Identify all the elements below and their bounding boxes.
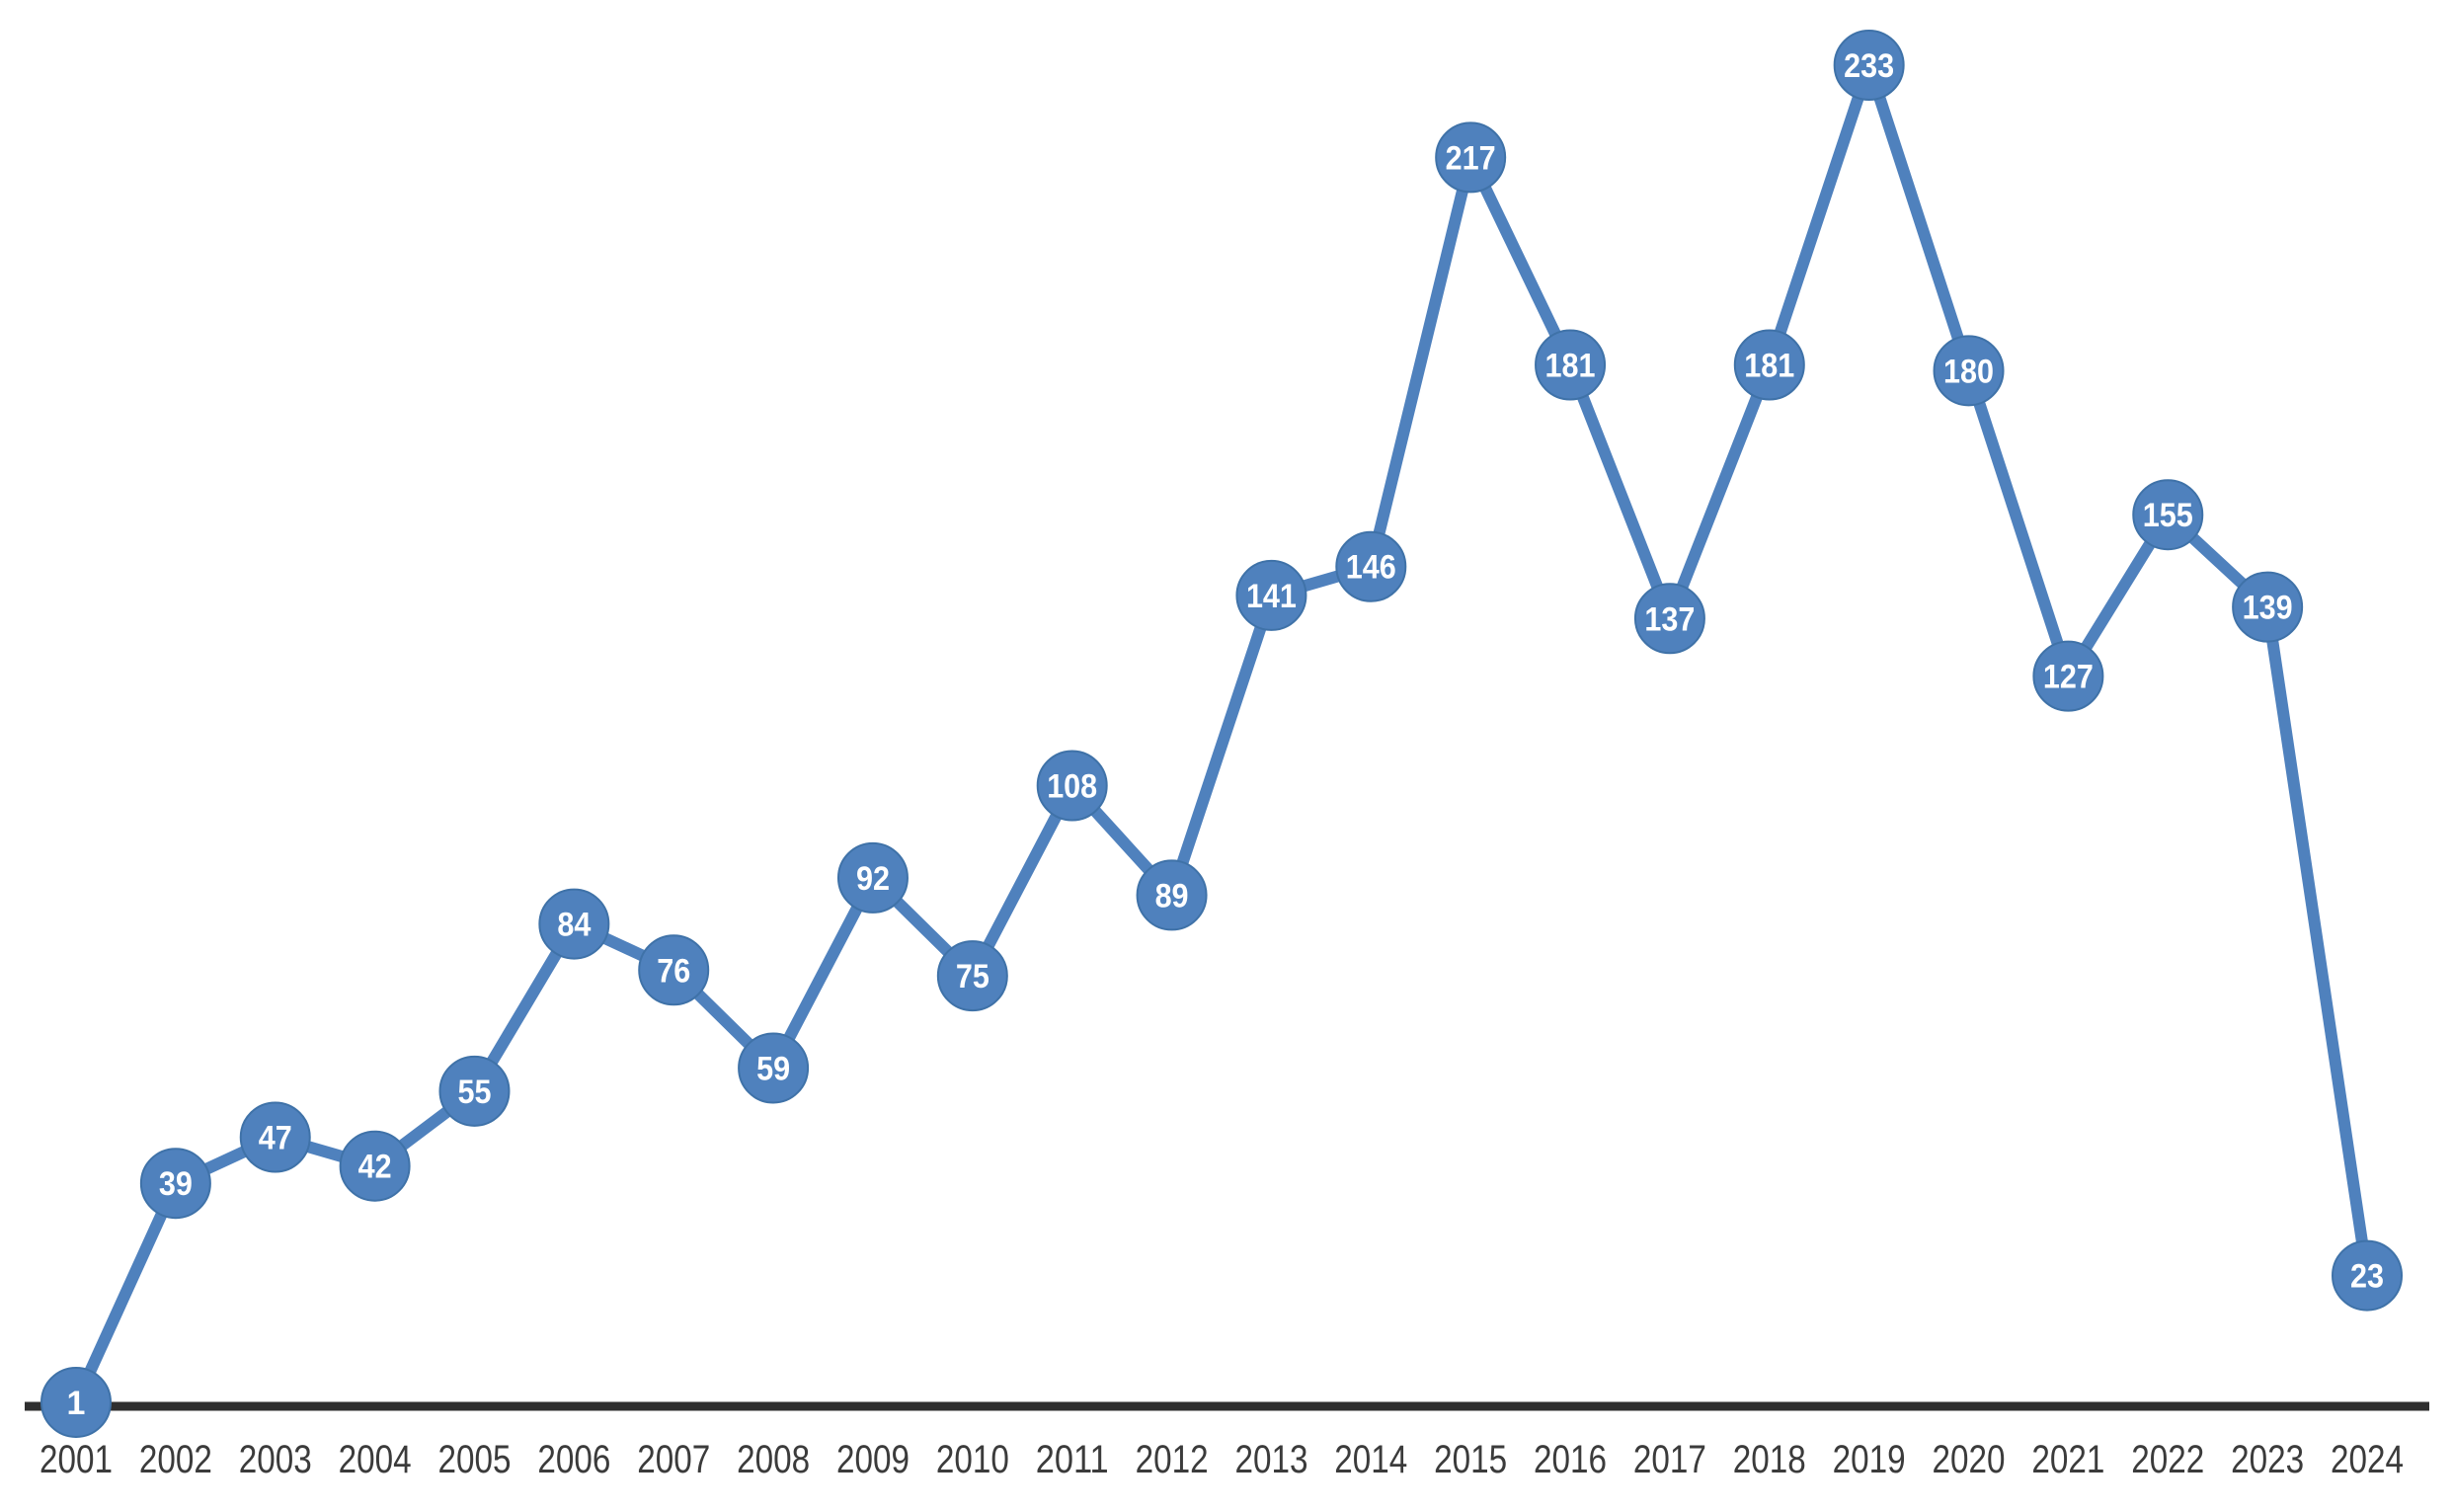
data-point-label: 139: [2243, 590, 2293, 627]
data-point-marker: [1235, 559, 1307, 631]
x-tick-label: 2015: [1434, 1438, 1507, 1481]
data-point-marker: [2232, 571, 2304, 643]
x-tick-label: 2022: [2131, 1438, 2204, 1481]
x-tick-label: 2003: [239, 1438, 312, 1481]
x-tick-label: 2007: [637, 1438, 710, 1481]
data-point-label: 217: [1446, 139, 1496, 177]
x-tick-labels: 2001 2002 2003 2004 2005 2006 2007 2008 2009 2010…: [40, 1438, 2404, 1481]
data-point-label: 155: [2143, 497, 2193, 534]
data-point-label: 1: [67, 1385, 86, 1422]
data-point-label: 127: [2043, 659, 2094, 696]
data-point-label: 181: [1545, 347, 1596, 384]
data-point-label: 141: [1246, 578, 1297, 615]
data-point-marker: [2132, 479, 2204, 551]
data-point-marker: [936, 940, 1008, 1012]
series-line: [70, 59, 2374, 1408]
x-tick-label: 2014: [1334, 1438, 1407, 1481]
series-line-group: [70, 59, 2374, 1408]
data-point-label: 180: [1943, 353, 1994, 390]
data-point-marker: [239, 1101, 311, 1173]
data-point-marker: [1733, 329, 1805, 401]
data-point-labels: 1394742558476599275108891411462171811371…: [67, 47, 2384, 1422]
data-point-marker: [40, 1366, 112, 1438]
data-point-label: 59: [756, 1050, 790, 1087]
data-point-marker: [1036, 750, 1108, 822]
data-point-marker: [1833, 30, 1905, 102]
data-point-label: 233: [1844, 47, 1894, 85]
x-tick-label: 2005: [437, 1438, 511, 1481]
data-point-marker: [139, 1148, 211, 1220]
x-tick-label: 2008: [737, 1438, 810, 1481]
data-point-marker: [836, 841, 909, 914]
x-tick-label: 2012: [1136, 1438, 1209, 1481]
x-tick-label: 2017: [1633, 1438, 1706, 1481]
x-tick-label: 2021: [2031, 1438, 2104, 1481]
x-tick-label: 2016: [1534, 1438, 1607, 1481]
x-tick-label: 2019: [1833, 1438, 1906, 1481]
data-point-marker: [438, 1055, 511, 1127]
x-tick-label: 2010: [936, 1438, 1009, 1481]
x-tick-label: 2018: [1733, 1438, 1806, 1481]
x-tick-label: 2001: [40, 1438, 113, 1481]
data-point-marker: [1335, 530, 1407, 602]
data-point-label: 47: [259, 1120, 292, 1157]
data-point-label: 137: [1644, 600, 1695, 638]
x-tick-label: 2011: [1036, 1438, 1109, 1481]
x-tick-label: 2020: [1933, 1438, 2006, 1481]
data-point-label: 146: [1346, 549, 1396, 587]
data-point-marker: [339, 1130, 411, 1202]
data-point-label: 39: [159, 1165, 193, 1203]
data-point-label: 42: [358, 1149, 392, 1186]
x-tick-label: 2023: [2231, 1438, 2304, 1481]
data-point-marker: [1933, 335, 2005, 407]
data-point-marker: [538, 888, 610, 960]
data-point-markers: [40, 30, 2404, 1438]
data-point-label: 108: [1047, 768, 1097, 806]
data-point-label: 76: [657, 952, 690, 990]
data-point-marker: [1535, 329, 1607, 401]
x-tick-label: 2004: [339, 1438, 412, 1481]
data-point-marker: [1136, 859, 1208, 931]
x-tick-label: 2002: [139, 1438, 212, 1481]
data-point-marker: [1435, 121, 1507, 194]
data-point-label: 89: [1155, 877, 1189, 915]
data-point-label: 75: [956, 958, 989, 995]
x-tick-label: 2006: [537, 1438, 610, 1481]
data-point-label: 181: [1744, 347, 1794, 384]
data-point-marker: [638, 934, 710, 1006]
data-point-marker: [2332, 1239, 2404, 1312]
data-point-marker: [2032, 640, 2104, 712]
data-point-marker: [738, 1032, 810, 1104]
data-point-label: 84: [557, 907, 591, 944]
x-tick-label: 2024: [2331, 1438, 2404, 1481]
x-tick-label: 2009: [836, 1438, 910, 1481]
data-point-label: 55: [457, 1074, 491, 1111]
data-point-marker: [1633, 583, 1705, 655]
x-tick-label: 2013: [1234, 1438, 1307, 1481]
data-point-label: 92: [856, 860, 890, 898]
data-point-label: 23: [2350, 1258, 2384, 1296]
